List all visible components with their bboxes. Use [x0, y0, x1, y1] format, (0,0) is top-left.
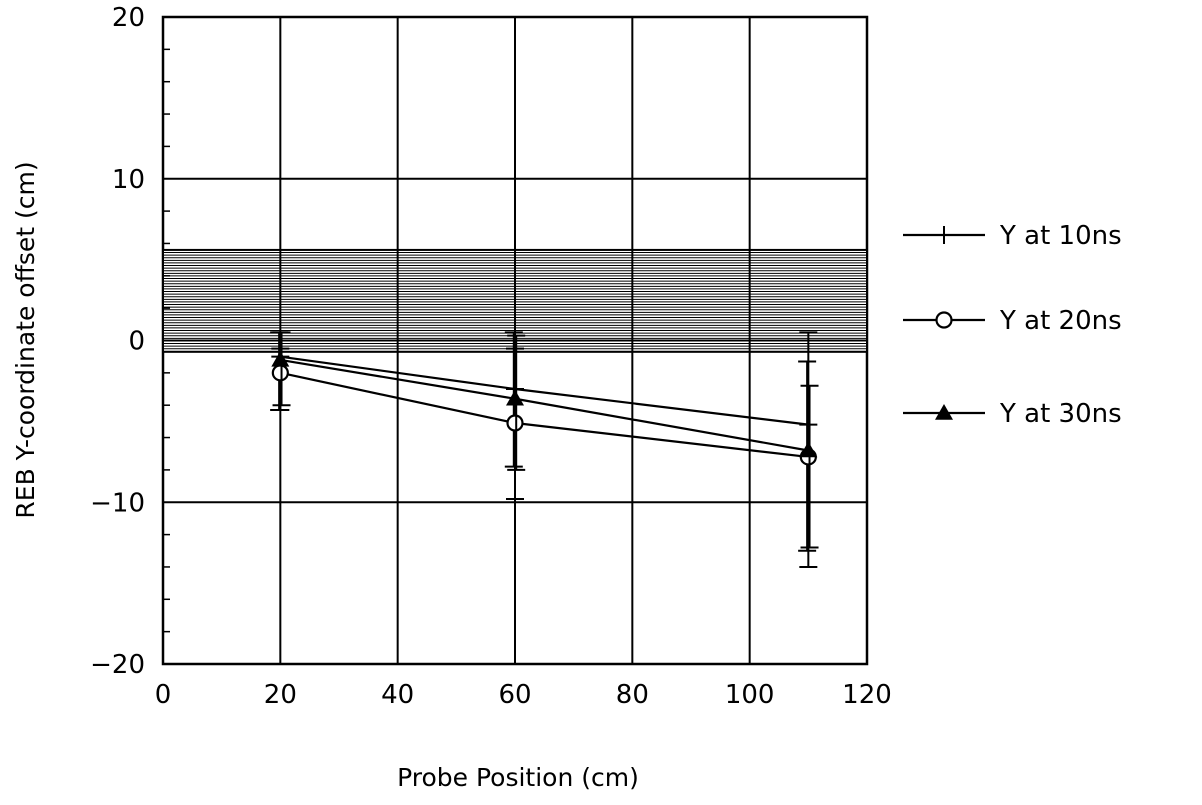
data-point	[799, 441, 818, 458]
series-3	[271, 331, 819, 549]
legend-marker	[935, 404, 953, 420]
data-point	[271, 364, 289, 382]
x-tick-label: 120	[842, 680, 892, 710]
y-tick-label: 0	[128, 327, 145, 357]
data-point	[506, 389, 524, 406]
legend-entry-2: Y at 20ns	[903, 306, 1122, 336]
legend-marker	[935, 311, 953, 329]
series-1	[270, 331, 818, 552]
legend-label: Y at 20ns	[999, 306, 1122, 336]
y-tick-label: 20	[112, 3, 145, 33]
legend-entry-3: Y at 30ns	[903, 399, 1122, 429]
grid	[163, 16, 867, 665]
legend-label: Y at 30ns	[999, 399, 1122, 429]
series-layer	[270, 331, 819, 568]
y-axis-title: REB Y-coordinate offset (cm)	[11, 161, 40, 518]
x-tick-label: 40	[381, 680, 414, 710]
x-axis-title: Probe Position (cm)	[397, 763, 639, 792]
data-point	[506, 414, 524, 432]
y-tick-label: 10	[112, 165, 145, 195]
y-tick-label: −10	[90, 488, 145, 518]
x-tick-label: 80	[616, 680, 649, 710]
x-tick-label: 60	[498, 680, 531, 710]
x-tick-label: 0	[155, 680, 172, 710]
legend: Y at 10ns Y at 20ns Y at 30ns	[903, 221, 1122, 429]
data-point	[271, 350, 290, 367]
legend-label: Y at 10ns	[999, 221, 1122, 251]
legend-entry-1: Y at 10ns	[903, 221, 1122, 251]
x-tick-label: 100	[725, 680, 775, 710]
legend-marker	[935, 226, 953, 244]
y-tick-label: −20	[90, 650, 145, 680]
series-line	[280, 358, 809, 452]
x-tick-label: 20	[264, 680, 297, 710]
